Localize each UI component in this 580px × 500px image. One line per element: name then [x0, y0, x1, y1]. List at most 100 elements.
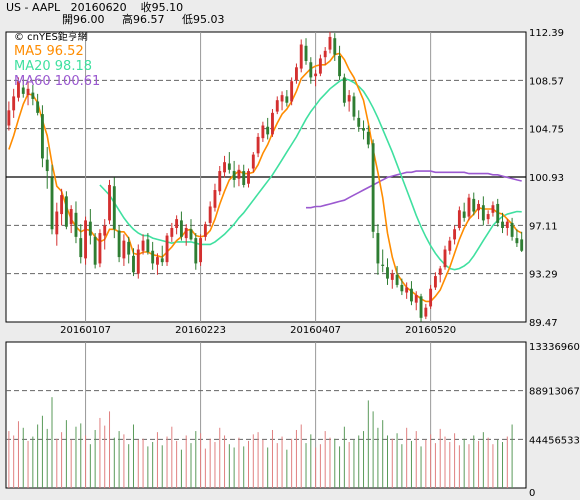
candle-body	[290, 81, 294, 102]
candle-body	[21, 87, 25, 94]
candle-body	[438, 268, 442, 275]
candle-body	[50, 177, 54, 230]
volume-plot-area	[5, 341, 527, 489]
candle-body	[429, 288, 433, 307]
price-tick-label: 89.47	[529, 318, 558, 329]
date-x-axis: 20160107 20160223 20160407 20160520	[60, 325, 456, 336]
candle-body	[12, 96, 16, 111]
quote-header-line2: 開96.00 高96.57 低95.03	[62, 13, 225, 26]
candle-body	[266, 126, 270, 135]
candle-body	[256, 136, 260, 154]
volume-bars	[8, 397, 513, 488]
candle-body	[448, 240, 452, 251]
price-tick-label: 97.11	[529, 221, 558, 232]
candle-body	[17, 81, 20, 98]
candle-body	[314, 73, 318, 77]
date-tick-label: 20160107	[60, 325, 111, 336]
candle-body	[390, 273, 394, 280]
candle-body	[395, 274, 399, 285]
price-tick-label: 104.75	[529, 125, 564, 136]
candle-body	[419, 296, 423, 318]
chart-legend: © cnYES鉅亨網 MA5 96.52 MA20 98.18 MA60 100…	[14, 32, 214, 89]
candle-body	[55, 211, 59, 235]
candle-body	[103, 225, 107, 236]
ma20-line	[99, 77, 522, 271]
candle-body	[232, 171, 236, 180]
candle-body	[381, 264, 385, 266]
candle-body	[496, 203, 500, 223]
candle-body	[486, 214, 490, 220]
candle-body	[366, 131, 370, 145]
moving-averages	[8, 52, 523, 303]
candle-body	[515, 238, 519, 244]
candle-body	[304, 45, 308, 61]
candle-body	[318, 58, 322, 74]
candle-body	[510, 222, 514, 237]
volume-tick-label: 133369600	[529, 342, 580, 353]
candle-body	[156, 257, 159, 265]
candle-body	[247, 171, 250, 184]
candle-body	[194, 238, 198, 264]
price-y-axis: 112.39 108.57 104.75 100.93 97.11 93.29 89.47	[529, 28, 564, 329]
candle-body	[208, 206, 212, 223]
candle-body	[69, 209, 73, 225]
candle-body	[424, 307, 428, 317]
ma60-line	[306, 170, 522, 209]
price-tick-label: 100.93	[529, 173, 564, 184]
candle-body	[98, 233, 102, 264]
candle-body	[472, 198, 476, 212]
candle-body	[141, 240, 145, 251]
candle-body	[280, 95, 284, 102]
candle-body	[36, 101, 40, 113]
candle-body	[189, 229, 193, 240]
candle-body	[127, 241, 131, 255]
candle-body	[477, 203, 480, 211]
candle-body	[122, 240, 126, 259]
candle-body	[64, 196, 68, 227]
candle-body	[405, 287, 409, 293]
watermark-logo: © cnYES鉅亨網	[14, 32, 88, 43]
date-tick-label: 20160223	[175, 325, 226, 336]
price-panel: 112.39108.57104.75100.9397.1193.2989.47 …	[5, 28, 564, 336]
candle-body	[505, 221, 509, 228]
candle-body	[175, 219, 179, 228]
volume-panel: 133369600 88913067 44456533 0	[5, 341, 580, 499]
candle-body	[227, 163, 231, 170]
candle-body	[223, 162, 226, 173]
candle-body	[199, 238, 203, 263]
candle-body	[218, 171, 222, 192]
candle-body	[261, 125, 265, 139]
candle-body	[371, 143, 375, 232]
candle-body	[179, 220, 183, 237]
candle-body	[213, 190, 217, 208]
price-gridlines	[6, 32, 526, 322]
candle-body	[251, 154, 255, 169]
candle-body	[347, 95, 351, 102]
candle-body	[501, 221, 504, 228]
candle-body	[491, 205, 495, 213]
legend-ma60: MA60 100.61	[14, 74, 101, 89]
candle-body	[117, 230, 121, 258]
candle-body	[108, 184, 111, 221]
date-tick-label: 20160520	[405, 325, 456, 336]
candle-body	[60, 195, 64, 215]
candle-body	[338, 55, 342, 77]
candle-body	[132, 255, 135, 273]
price-tick-label: 112.39	[529, 28, 564, 39]
legend-ma5: MA5 96.52	[14, 44, 84, 59]
ma5-line	[8, 52, 523, 303]
candle-body	[26, 88, 30, 96]
candle-body	[333, 38, 337, 55]
candle-body	[242, 171, 246, 185]
candle-body	[237, 169, 241, 179]
candle-body	[342, 77, 346, 103]
candle-body	[520, 239, 524, 251]
candle-body	[170, 227, 174, 237]
candle-body	[386, 267, 389, 279]
candle-body	[112, 186, 116, 230]
legend-ma20: MA20 98.18	[14, 59, 92, 74]
price-tick-label: 93.29	[529, 270, 558, 281]
candle-body	[271, 112, 274, 135]
candle-body	[84, 220, 87, 259]
